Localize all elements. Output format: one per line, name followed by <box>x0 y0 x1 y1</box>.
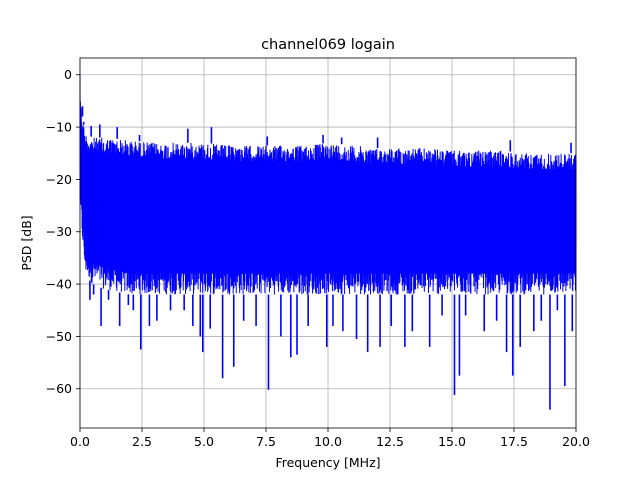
psd-trace <box>79 74 577 295</box>
x-tick-label: 17.5 <box>500 434 528 449</box>
y-tick-label: −10 <box>46 120 72 135</box>
x-tick-label: 0.0 <box>70 434 90 449</box>
y-tick-label: 0 <box>64 67 72 82</box>
x-tick-label: 2.5 <box>132 434 152 449</box>
x-tick-label: 20.0 <box>562 434 590 449</box>
x-axis-label: Frequency [MHz] <box>275 455 380 470</box>
x-axis-ticks: 0.0 2.5 5.0 7.5 10.0 12.5 15.0 17.5 20.0 <box>70 428 590 449</box>
x-tick-label: 10.0 <box>314 434 342 449</box>
chart-title: channel069 logain <box>261 37 395 53</box>
x-tick-label: 7.5 <box>256 434 276 449</box>
x-tick-label: 5.0 <box>194 434 214 449</box>
y-tick-label: −30 <box>46 224 72 239</box>
y-tick-label: −40 <box>46 277 72 292</box>
y-tick-label: −20 <box>46 172 72 187</box>
y-axis-label: PSD [dB] <box>19 215 34 270</box>
y-axis-ticks: 0 −10 −20 −30 −40 −50 −60 <box>46 67 80 396</box>
psd-series <box>79 74 577 410</box>
x-tick-label: 15.0 <box>438 434 466 449</box>
x-tick-label: 12.5 <box>376 434 404 449</box>
y-tick-label: −50 <box>46 329 72 344</box>
y-tick-label: −60 <box>46 381 72 396</box>
